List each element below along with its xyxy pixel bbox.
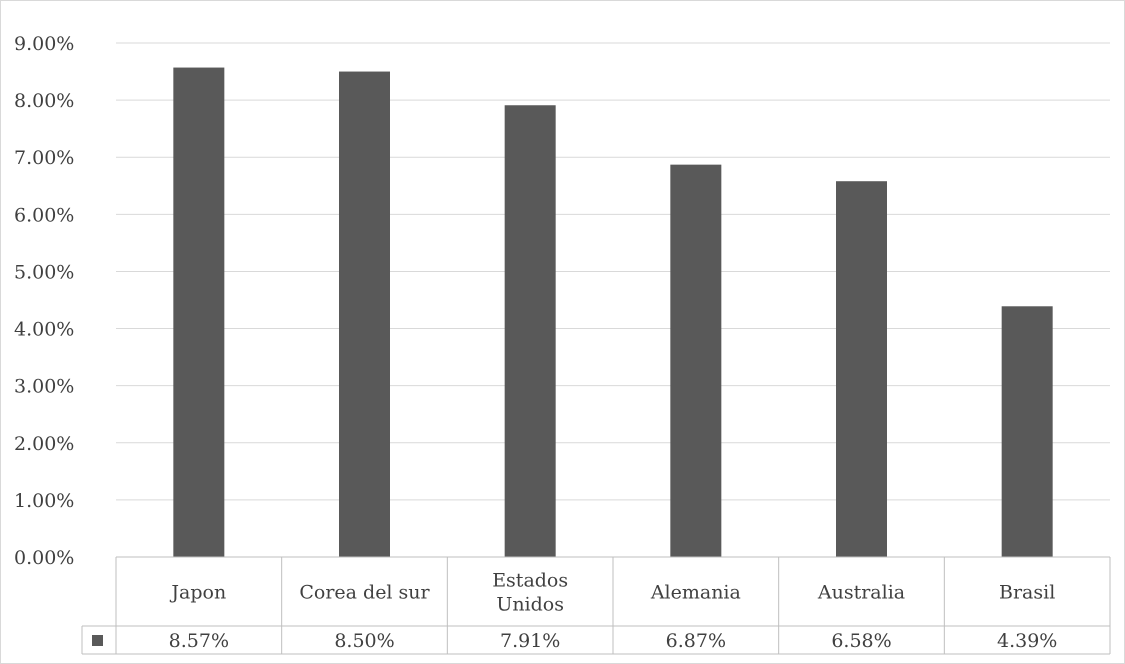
data-label: 6.87% (666, 630, 726, 652)
y-tick-label: 4.00% (14, 319, 74, 341)
bar (836, 181, 887, 557)
gridlines (116, 42, 1110, 501)
category-label: Japon (169, 582, 226, 604)
bar (670, 164, 722, 557)
data-label: 4.39% (997, 630, 1057, 652)
y-tick-label: 9.00% (14, 33, 74, 55)
legend-key-icon (92, 635, 103, 646)
bar (339, 71, 390, 558)
data-table: Japon Corea del sur Estados Unidos Alemania A… (81, 556, 1111, 655)
y-tick-label: 8.00% (14, 90, 74, 112)
y-tick-label: 3.00% (14, 376, 74, 398)
bar (1001, 306, 1053, 557)
bar (173, 67, 225, 558)
data-label: 6.58% (831, 630, 891, 652)
category-label: Corea del sur (299, 582, 430, 604)
category-label: Alemania (650, 582, 741, 604)
category-label: Brasil (999, 582, 1055, 604)
category-label: Australia (817, 582, 905, 604)
y-tick-label: 2.00% (14, 433, 74, 455)
data-label: 8.50% (334, 630, 394, 652)
bars (173, 67, 1053, 558)
y-tick-label: 6.00% (14, 204, 74, 226)
data-label: 8.57% (169, 630, 229, 652)
bar (504, 105, 556, 558)
y-axis-tick-labels: 0.00% 1.00% 2.00% 3.00% 4.00% 5.00% 6.00% 7.00%… (14, 33, 74, 569)
data-label: 7.91% (500, 630, 560, 652)
y-tick-label: 1.00% (14, 490, 74, 512)
y-tick-label: 0.00% (14, 547, 74, 569)
y-tick-label: 7.00% (14, 147, 74, 169)
y-tick-label: 5.00% (14, 261, 74, 283)
category-label: Estados Unidos (492, 570, 568, 616)
